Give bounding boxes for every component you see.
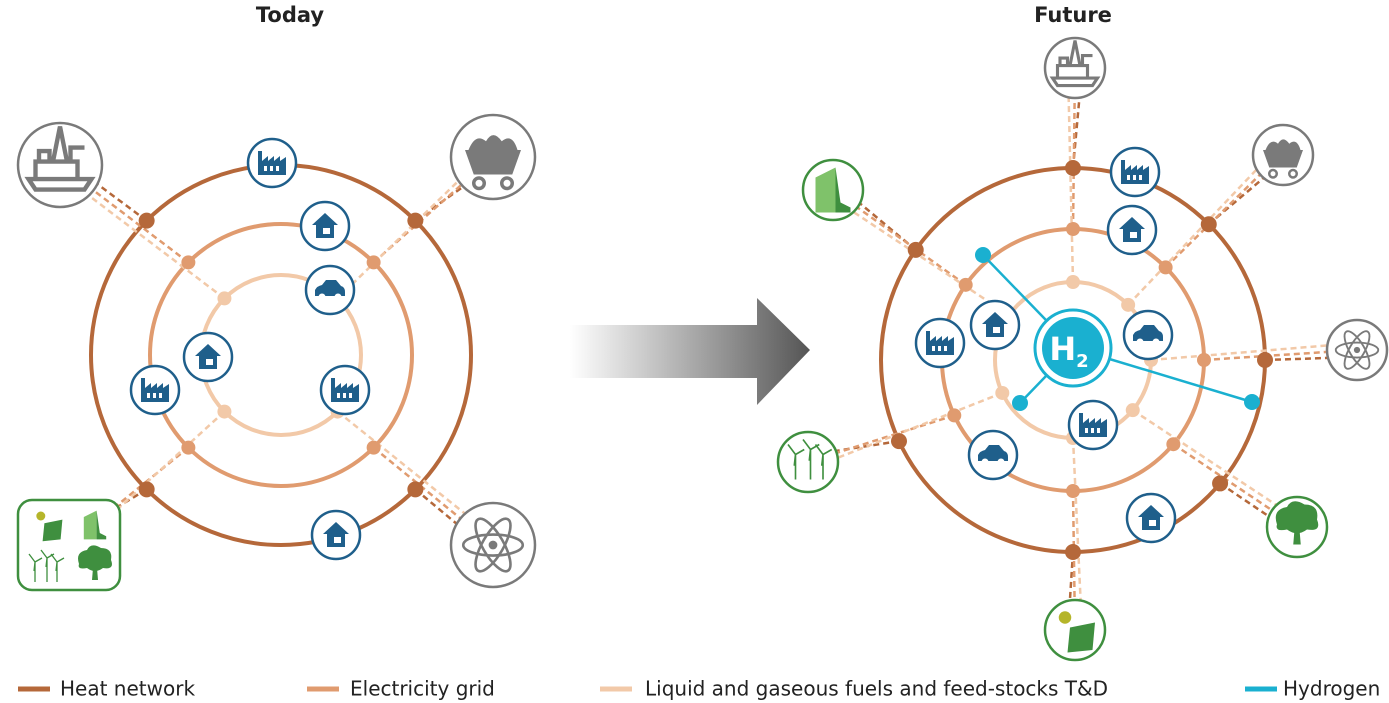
factory-windows [337,393,352,398]
factory-windows [264,166,279,171]
house-window [323,228,330,234]
legend: Heat network Electricity grid Liquid and g… [18,677,1380,701]
network-node [959,278,973,292]
house-window [1149,520,1156,526]
car-wheel [335,294,342,301]
network-node [908,242,924,258]
legend-label: Electricity grid [350,677,495,701]
network-node [1212,475,1228,491]
network-node [181,255,195,269]
network-node [407,213,423,229]
network-node [975,247,991,263]
network-node [1065,160,1081,176]
renewables-box [18,500,120,590]
network-node [217,405,231,419]
car-wheel [998,459,1005,466]
network-node [1197,353,1211,367]
sun [36,512,45,521]
network-node [995,386,1009,400]
car-wheel [319,294,326,301]
factory-windows [1085,428,1100,433]
cart [465,150,521,175]
network-node [1166,437,1180,451]
network-node [181,441,195,455]
network-node [139,213,155,229]
network-node [1201,216,1217,232]
network-node [1066,222,1080,236]
house-window [334,537,341,543]
house-window [206,359,213,365]
cart [1263,150,1303,168]
network-node [139,481,155,497]
network-node [367,255,381,269]
nucleus [1354,347,1360,353]
icon-badge [778,432,838,492]
car-wheel [1137,339,1144,346]
network-node [217,291,231,305]
legend-label: Heat network [60,677,195,701]
network-node [1126,403,1140,417]
network-node [1121,298,1135,312]
network-node [891,433,907,449]
factory-windows [1127,175,1142,180]
network-node [947,408,961,422]
network-node [1012,395,1028,411]
network-node [407,481,423,497]
panel-title: Today [256,3,325,27]
network-node [1066,275,1080,289]
network-link [1068,70,1073,282]
network-node [1244,394,1260,410]
house-window [993,327,1000,333]
car-wheel [982,459,989,466]
factory-windows [147,393,162,398]
panel-title: Future [1034,3,1112,27]
network-node [1257,352,1273,368]
transition-arrow [570,298,810,405]
hydrogen-symbol: H [1049,330,1076,368]
network-node [1066,484,1080,498]
car-wheel [1153,339,1160,346]
diagram: Today Future H2 Heat network Electricity … [0,0,1389,703]
house-window [1130,232,1137,238]
sun [1059,611,1072,624]
network-node [367,441,381,455]
nucleus [489,541,498,550]
legend-label: Hydrogen [1283,677,1380,701]
hydrogen-subscript: 2 [1076,351,1089,372]
factory-windows [932,346,947,351]
network-node [1065,544,1081,560]
legend-label: Liquid and gaseous fuels and feed-stocks… [645,677,1108,701]
network-node [1159,260,1173,274]
